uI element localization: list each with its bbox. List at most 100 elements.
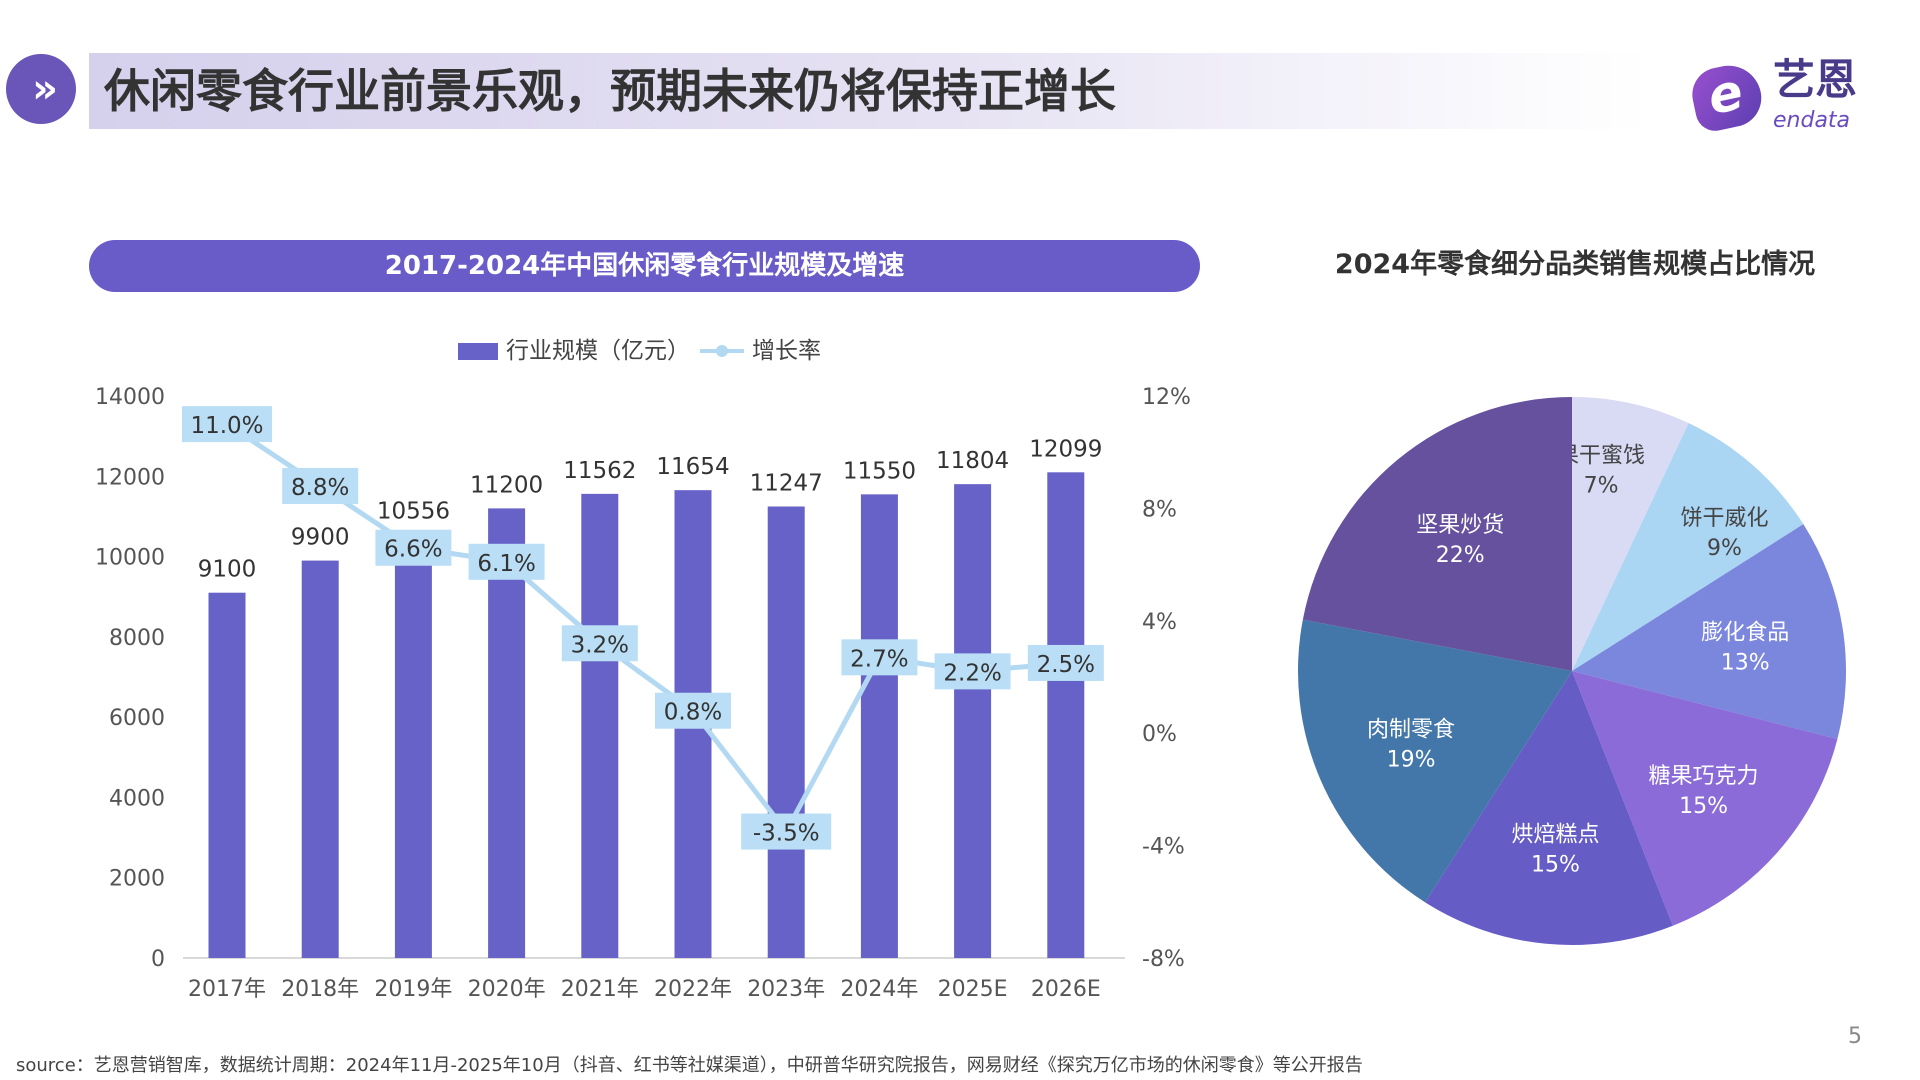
pie-label-name: 烘焙糕点 bbox=[1511, 823, 1599, 848]
right-axis-tick: 8% bbox=[1142, 497, 1177, 522]
left-axis-tick: 14000 bbox=[95, 385, 165, 410]
legend-bar-label: 行业规模（亿元） bbox=[506, 338, 690, 364]
logo-text-en: endata bbox=[1773, 108, 1851, 133]
bar-value-label: 12099 bbox=[1029, 436, 1102, 462]
bar-2020年 bbox=[488, 508, 526, 958]
growth-rate-label: 2.7% bbox=[850, 646, 908, 672]
legend-line-swatch bbox=[700, 345, 744, 357]
bar-2019年 bbox=[394, 534, 432, 958]
growth-label-box bbox=[841, 639, 918, 676]
bar-value-label: 11200 bbox=[470, 472, 543, 498]
bar-value-label: 11550 bbox=[843, 458, 916, 484]
growth-label-box bbox=[468, 543, 545, 580]
x-axis-tick: 2018年 bbox=[281, 977, 359, 1002]
x-axis-tick: 2021年 bbox=[561, 977, 639, 1002]
pie-label-name: 坚果炒货 bbox=[1416, 513, 1504, 538]
bar-value-label: 11654 bbox=[656, 454, 729, 480]
pie-slice-烘焙糕点 bbox=[1425, 671, 1673, 945]
bar-value-label: 9100 bbox=[198, 557, 257, 583]
right-axis-tick: 0% bbox=[1142, 722, 1177, 747]
left-axis-tick: 0 bbox=[151, 947, 165, 972]
pie-slice-饼干威化 bbox=[1572, 423, 1804, 671]
right-axis-tick: 4% bbox=[1142, 610, 1177, 635]
growth-label-box bbox=[182, 406, 272, 443]
pie-label-name: 肉制零食 bbox=[1367, 718, 1455, 743]
right-axis-tick: -4% bbox=[1142, 835, 1185, 860]
bar-2025E bbox=[954, 484, 992, 958]
x-axis-tick: 2025E bbox=[938, 977, 1008, 1002]
growth-rate-label: 3.2% bbox=[571, 632, 629, 658]
pie-label-percent: 13% bbox=[1721, 651, 1770, 676]
bar-2024年 bbox=[860, 494, 898, 958]
bar-2021年 bbox=[581, 493, 619, 958]
pie-label-percent: 15% bbox=[1531, 853, 1580, 878]
pie-label-name: 糖果巧克力 bbox=[1649, 764, 1759, 789]
bar-value-label: 11562 bbox=[563, 458, 636, 484]
bar-value-label: 11804 bbox=[936, 448, 1009, 474]
growth-rate-line bbox=[225, 422, 1067, 835]
source-note: source：艺恩营销智库，数据统计周期：2024年11月-2025年10月（抖… bbox=[16, 1055, 1363, 1076]
x-axis-tick: 2023年 bbox=[747, 977, 825, 1002]
x-axis-tick: 2017年 bbox=[188, 977, 266, 1002]
left-axis-tick: 10000 bbox=[95, 546, 165, 571]
growth-label-box bbox=[1027, 644, 1104, 681]
x-axis-tick: 2020年 bbox=[468, 977, 546, 1002]
growth-rate-label: 6.6% bbox=[384, 537, 442, 563]
growth-label-box bbox=[741, 813, 832, 850]
growth-rate-label: 8.8% bbox=[291, 475, 349, 501]
bar-value-label: 9900 bbox=[291, 525, 350, 551]
x-axis-tick: 2026E bbox=[1031, 977, 1101, 1002]
pie-slice-果干蜜饯 bbox=[1572, 397, 1689, 671]
bar-2023年 bbox=[767, 506, 805, 958]
double-chevron-right-icon: » bbox=[6, 54, 76, 124]
bar-chart-title: 2017-2024年中国休闲零食行业规模及增速 bbox=[89, 240, 1200, 292]
pie-label-percent: 9% bbox=[1707, 536, 1742, 561]
left-axis-tick: 2000 bbox=[109, 867, 165, 892]
left-axis-tick: 4000 bbox=[109, 786, 165, 811]
bar-2018年 bbox=[301, 560, 339, 958]
pie-slice-肉制零食 bbox=[1297, 619, 1572, 903]
pie-chart-title: 2024年零食细分品类销售规模占比情况 bbox=[1334, 249, 1816, 280]
logo-text-cn: 艺恩 bbox=[1773, 55, 1858, 104]
growth-rate-label: 6.1% bbox=[477, 551, 535, 577]
growth-label-box bbox=[655, 692, 731, 729]
chart-legend: 行业规模（亿元） 增长率 bbox=[458, 336, 821, 366]
growth-label-box bbox=[934, 653, 1011, 690]
pie-slice-膨化食品 bbox=[1572, 524, 1846, 740]
growth-label-box bbox=[282, 467, 359, 504]
pie-label-name: 膨化食品 bbox=[1701, 621, 1789, 646]
bar-2017年 bbox=[208, 592, 246, 958]
endata-logo: 艺恩 endata bbox=[1687, 55, 1893, 136]
left-axis-tick: 6000 bbox=[109, 706, 165, 731]
left-axis-tick: 12000 bbox=[95, 465, 165, 490]
pie-label-percent: 22% bbox=[1436, 543, 1485, 568]
bar-value-label: 10556 bbox=[377, 498, 450, 524]
x-axis-tick: 2024年 bbox=[840, 977, 918, 1002]
x-axis-tick: 2019年 bbox=[374, 977, 452, 1002]
right-axis-tick: 12% bbox=[1142, 385, 1191, 410]
bar-2026E bbox=[1047, 472, 1085, 958]
legend-line-label: 增长率 bbox=[752, 338, 821, 364]
growth-rate-label: 0.8% bbox=[664, 700, 722, 726]
growth-rate-label: 2.2% bbox=[943, 660, 1001, 686]
pie-label-name: 饼干威化 bbox=[1680, 506, 1768, 531]
pie-label-percent: 15% bbox=[1679, 794, 1728, 819]
x-axis-tick: 2022年 bbox=[654, 977, 732, 1002]
left-axis-tick: 8000 bbox=[109, 626, 165, 651]
bar-value-label: 11247 bbox=[750, 471, 823, 497]
page-number: 5 bbox=[1848, 1024, 1862, 1049]
pie-slice-坚果炒货 bbox=[1302, 397, 1572, 671]
growth-rate-label: 2.5% bbox=[1037, 652, 1095, 678]
growth-rate-label: -3.5% bbox=[753, 821, 820, 847]
pie-label-percent: 19% bbox=[1387, 748, 1436, 773]
right-axis-tick: -8% bbox=[1142, 947, 1185, 972]
growth-rate-label: 11.0% bbox=[190, 413, 263, 439]
growth-label-box bbox=[375, 529, 452, 566]
growth-label-box bbox=[561, 625, 638, 662]
pie-slice-糖果巧克力 bbox=[1572, 671, 1838, 926]
pie-label-percent: 7% bbox=[1584, 473, 1619, 498]
legend-bar-swatch bbox=[458, 342, 498, 360]
header-banner bbox=[89, 53, 1649, 129]
page-title: 休闲零食行业前景乐观，预期未来仍将保持正增长 bbox=[104, 64, 1116, 118]
